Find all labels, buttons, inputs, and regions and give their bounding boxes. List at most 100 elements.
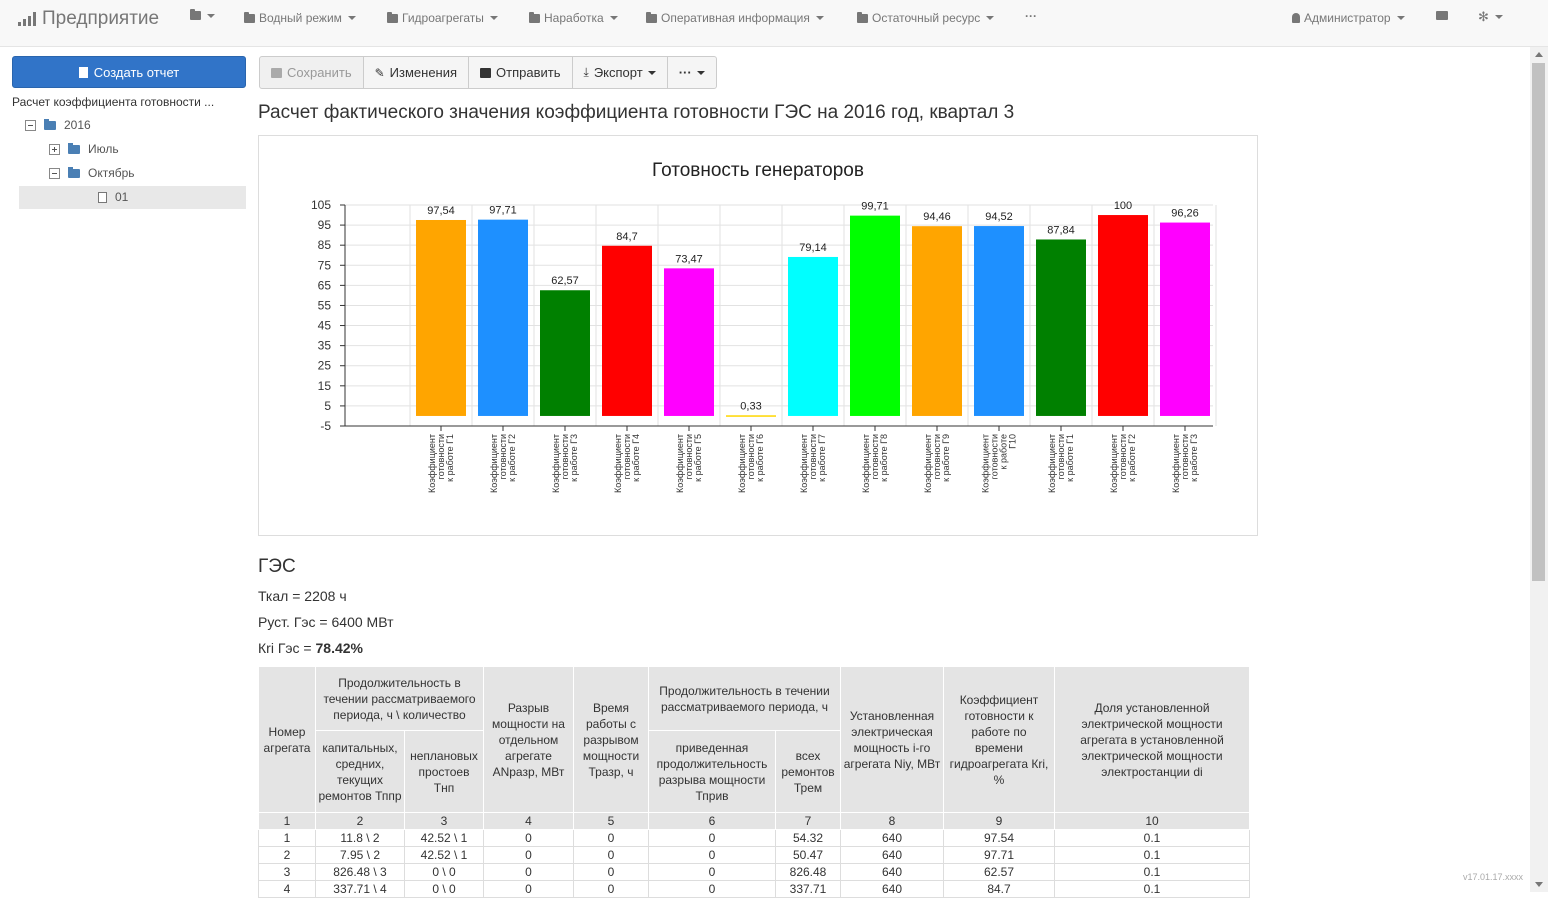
brand[interactable]: Предприятие: [18, 8, 159, 30]
nav-item-hydro-units[interactable]: Гидроагрегаты: [387, 11, 498, 25]
nav-item-operational-info[interactable]: Оперативная информация: [646, 11, 824, 25]
x-category-label-line: к работе Г9: [941, 434, 951, 482]
col-number: 1: [258, 812, 316, 830]
file-icon: [78, 66, 88, 78]
tree-node-2016[interactable]: 2016: [25, 115, 91, 135]
scroll-down-icon[interactable]: [1535, 882, 1543, 887]
table-cell: 640: [840, 863, 944, 881]
table-cell: 42.52 \ 1: [404, 829, 484, 847]
nav-folder-menu[interactable]: [190, 9, 215, 20]
changes-button[interactable]: ✎ Изменения: [362, 56, 470, 89]
x-category-label: Коэффициент готовности к работе Г1: [1047, 434, 1075, 493]
col-number: 7: [775, 812, 841, 830]
x-category-label: Коэффициент готовности к работе Г7: [799, 434, 827, 493]
table-cell: 2: [258, 846, 316, 864]
x-category-label-line: к работе Г1: [1065, 434, 1075, 482]
bar-value-label: 100: [1114, 200, 1132, 212]
nav-user-menu[interactable]: Администратор: [1292, 11, 1405, 25]
pust-value: Руст. Гэс = 6400 МВт: [258, 614, 394, 630]
nav-settings[interactable]: ✻: [1478, 9, 1503, 24]
folder-icon: [68, 142, 80, 154]
create-report-button[interactable]: Создать отчет: [12, 56, 246, 88]
table-cell: 0 \ 0: [404, 863, 484, 881]
scroll-thumb[interactable]: [1532, 63, 1545, 581]
tree-label: Июль: [88, 142, 119, 156]
save-button[interactable]: Сохранить: [259, 56, 364, 89]
x-category-label-line: Коэффициент: [923, 434, 933, 493]
y-tick-label: 75: [318, 258, 332, 272]
caret-down-icon: [1396, 16, 1405, 20]
collapse-icon[interactable]: [49, 167, 60, 179]
col-number: 3: [404, 812, 484, 830]
x-category-label-line: готовности: [498, 434, 508, 479]
tree-label: Октябрь: [88, 166, 135, 180]
collapse-icon[interactable]: [25, 119, 36, 131]
y-tick-label: 55: [318, 298, 332, 312]
x-category-label-line: готовности: [808, 434, 818, 479]
y-tick-label: 35: [318, 339, 332, 353]
expand-icon[interactable]: [49, 143, 60, 155]
table-cell: 84.7: [943, 880, 1055, 898]
x-category-label-line: Коэффициент: [861, 434, 871, 493]
export-button[interactable]: ⤓ Экспорт: [571, 56, 668, 89]
table-cell: 0: [483, 829, 574, 847]
send-button[interactable]: Отправить: [468, 56, 573, 89]
x-category-label-line: готовности: [436, 434, 446, 479]
tree-node-file-01[interactable]: 01: [98, 187, 128, 207]
folder-icon: [44, 118, 56, 130]
table-cell: 0: [483, 880, 574, 898]
x-category-label-line: готовности: [746, 434, 756, 479]
top-navbar: Предприятие Водный режим Гидроагрегаты Н…: [0, 0, 1548, 47]
folder-icon: [857, 11, 868, 23]
y-tick-label: 45: [318, 319, 332, 333]
y-tick-label: 95: [318, 218, 332, 232]
x-category-label-line: Коэффициент: [1171, 434, 1181, 493]
bar-value-label: 97,54: [427, 205, 455, 217]
folder-icon: [387, 11, 398, 23]
x-category-label-line: Г10: [1008, 434, 1018, 449]
table-cell: 0: [573, 863, 649, 881]
scroll-up-icon[interactable]: [1535, 52, 1543, 57]
pencil-icon: ✎: [374, 65, 385, 80]
x-category-label-line: к работе Г2: [507, 434, 517, 482]
table-cell: 0: [648, 846, 776, 864]
table-cell: 640: [840, 829, 944, 847]
nav-more[interactable]: ···: [1025, 9, 1037, 23]
y-tick-label: -5: [320, 419, 331, 433]
nav-label: Наработка: [544, 11, 604, 25]
table-cell: 0: [483, 846, 574, 864]
nav-item-operating-time[interactable]: Наработка: [529, 11, 618, 25]
table-cell: 97.71: [943, 846, 1055, 864]
tree-selection-highlight: [19, 186, 246, 209]
x-category-label-line: готовности: [870, 434, 880, 479]
x-category-label: Коэффициент готовности к работе Г4: [613, 434, 641, 493]
nav-item-water-regime[interactable]: Водный режим: [244, 11, 356, 25]
toolbar: Сохранить ✎ Изменения Отправить ⤓ Экспорт …: [259, 56, 717, 89]
tree-node-october[interactable]: Октябрь: [49, 163, 135, 183]
x-category-label-line: Коэффициент: [981, 434, 991, 493]
table-cell: 4: [258, 880, 316, 898]
gear-icon: ✻: [1478, 9, 1489, 24]
bar-value-label: 94,52: [985, 211, 1013, 223]
more-button[interactable]: ···: [666, 56, 717, 89]
caret-down-icon: [207, 13, 215, 18]
x-category-label-line: Коэффициент: [489, 434, 499, 493]
x-category-label-line: к работе Г6: [755, 434, 765, 482]
download-icon: ⤓: [583, 65, 589, 79]
tree-node-july[interactable]: Июль: [49, 139, 119, 159]
sidebar: Создать отчет Расчет коэффициента готовн…: [0, 47, 258, 892]
user-name: Администратор: [1304, 11, 1391, 25]
table-cell: 640: [840, 846, 944, 864]
x-category-label: Коэффициент готовности к работе Г3: [551, 434, 579, 493]
col-number: 5: [573, 812, 649, 830]
x-category-label-line: Коэффициент: [675, 434, 685, 493]
y-tick-label: 15: [318, 379, 332, 393]
nav-mail[interactable]: [1436, 11, 1448, 20]
page-scrollbar[interactable]: [1530, 47, 1548, 892]
col-number: 2: [315, 812, 405, 830]
nav-item-residual-resource[interactable]: Остаточный ресурс: [857, 11, 995, 25]
file-icon: [98, 191, 107, 203]
hes-title: ГЭС: [258, 556, 296, 577]
x-category-label-line: Коэффициент: [613, 434, 623, 493]
col-number: 8: [840, 812, 944, 830]
